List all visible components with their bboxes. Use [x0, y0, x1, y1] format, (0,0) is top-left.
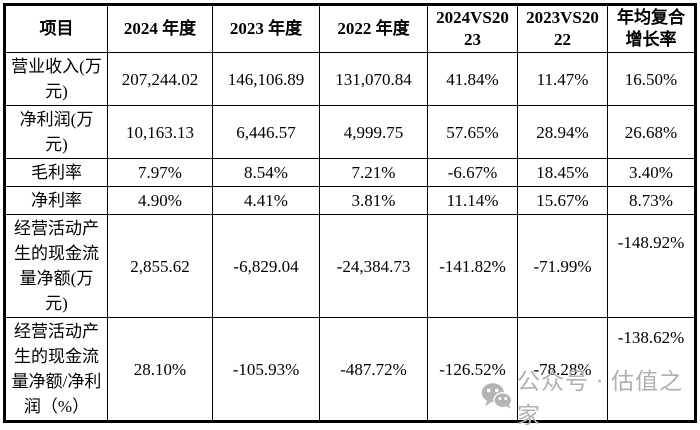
cell: -148.92%	[607, 214, 696, 318]
cell: 41.84%	[427, 52, 518, 106]
cell: 4.90%	[107, 186, 213, 215]
cell: -141.82%	[427, 214, 518, 318]
table-row: 营业收入(万 元) 207,244.02 146,106.89 131,070.…	[4, 52, 696, 106]
cell: 28.94%	[517, 105, 608, 159]
watermark: 公众号 · 估值之家	[481, 362, 700, 430]
cell: 15.67%	[517, 186, 608, 215]
header-cell-2023vs2022: 2023VS20 22	[517, 4, 608, 53]
table-row: 净利润(万 元) 10,163.13 6,446.57 4,999.75 57.…	[4, 105, 696, 159]
header-cell-2023: 2023 年度	[212, 4, 320, 53]
cell: 131,070.84	[319, 52, 428, 106]
table-row: 经营活动产 生的现金流 量净额(万 元) 2,855.62 -6,829.04 …	[4, 214, 696, 318]
cell: 10,163.13	[107, 105, 213, 159]
row-label: 营业收入(万 元)	[4, 52, 108, 106]
cell: -138.62%	[607, 317, 696, 422]
cell: 3.40%	[607, 158, 696, 187]
financial-table: 项目 2024 年度 2023 年度 2022 年度 2024VS20 23 2…	[3, 3, 697, 423]
cell: 3.81%	[319, 186, 428, 215]
header-cell-item: 项目	[4, 4, 108, 53]
cell: 7.21%	[319, 158, 428, 187]
header-cell-2022: 2022 年度	[319, 4, 428, 53]
row-label: 经营活动产 生的现金流 量净额/净利 润（%）	[4, 317, 108, 422]
table-row: 经营活动产 生的现金流 量净额/净利 润（%） 28.10% -105.93% …	[4, 317, 696, 422]
wechat-icon	[481, 383, 512, 409]
cell: 2,855.62	[107, 214, 213, 318]
header-cell-2024vs2023: 2024VS20 23	[427, 4, 518, 53]
cell: -6.67%	[427, 158, 518, 187]
cell: -105.93%	[212, 317, 320, 422]
table-header-row: 项目 2024 年度 2023 年度 2022 年度 2024VS20 23 2…	[4, 4, 696, 53]
cell: 8.73%	[607, 186, 696, 215]
cell: 8.54%	[212, 158, 320, 187]
cell: 207,244.02	[107, 52, 213, 106]
cell: -24,384.73	[319, 214, 428, 318]
cell: -78.28%	[517, 317, 608, 422]
cell: 4.41%	[212, 186, 320, 215]
cell: 28.10%	[107, 317, 213, 422]
cell: -71.99%	[517, 214, 608, 318]
page: 项目 2024 年度 2023 年度 2022 年度 2024VS20 23 2…	[3, 3, 697, 428]
cell: -6,829.04	[212, 214, 320, 318]
table-row: 毛利率 7.97% 8.54% 7.21% -6.67% 18.45% 3.40…	[4, 158, 696, 187]
cell: 7.97%	[107, 158, 213, 187]
header-cell-2024: 2024 年度	[107, 4, 213, 53]
row-label: 经营活动产 生的现金流 量净额(万 元)	[4, 214, 108, 318]
cell: 11.47%	[517, 52, 608, 106]
row-label: 净利率	[4, 186, 108, 215]
cell: 16.50%	[607, 52, 696, 106]
cell: 11.14%	[427, 186, 518, 215]
cell: 4,999.75	[319, 105, 428, 159]
cell: 57.65%	[427, 105, 518, 159]
cell: 146,106.89	[212, 52, 320, 106]
cell: 18.45%	[517, 158, 608, 187]
row-label: 毛利率	[4, 158, 108, 187]
watermark-text: 公众号 · 估值之家	[517, 369, 684, 428]
row-label: 净利润(万 元)	[4, 105, 108, 159]
table-row: 净利率 4.90% 4.41% 3.81% 11.14% 15.67% 8.73…	[4, 186, 696, 215]
cell: 6,446.57	[212, 105, 320, 159]
cell: -487.72%	[319, 317, 428, 422]
header-cell-cagr: 年均复合 增长率	[607, 4, 696, 53]
cell: 26.68%	[607, 105, 696, 159]
